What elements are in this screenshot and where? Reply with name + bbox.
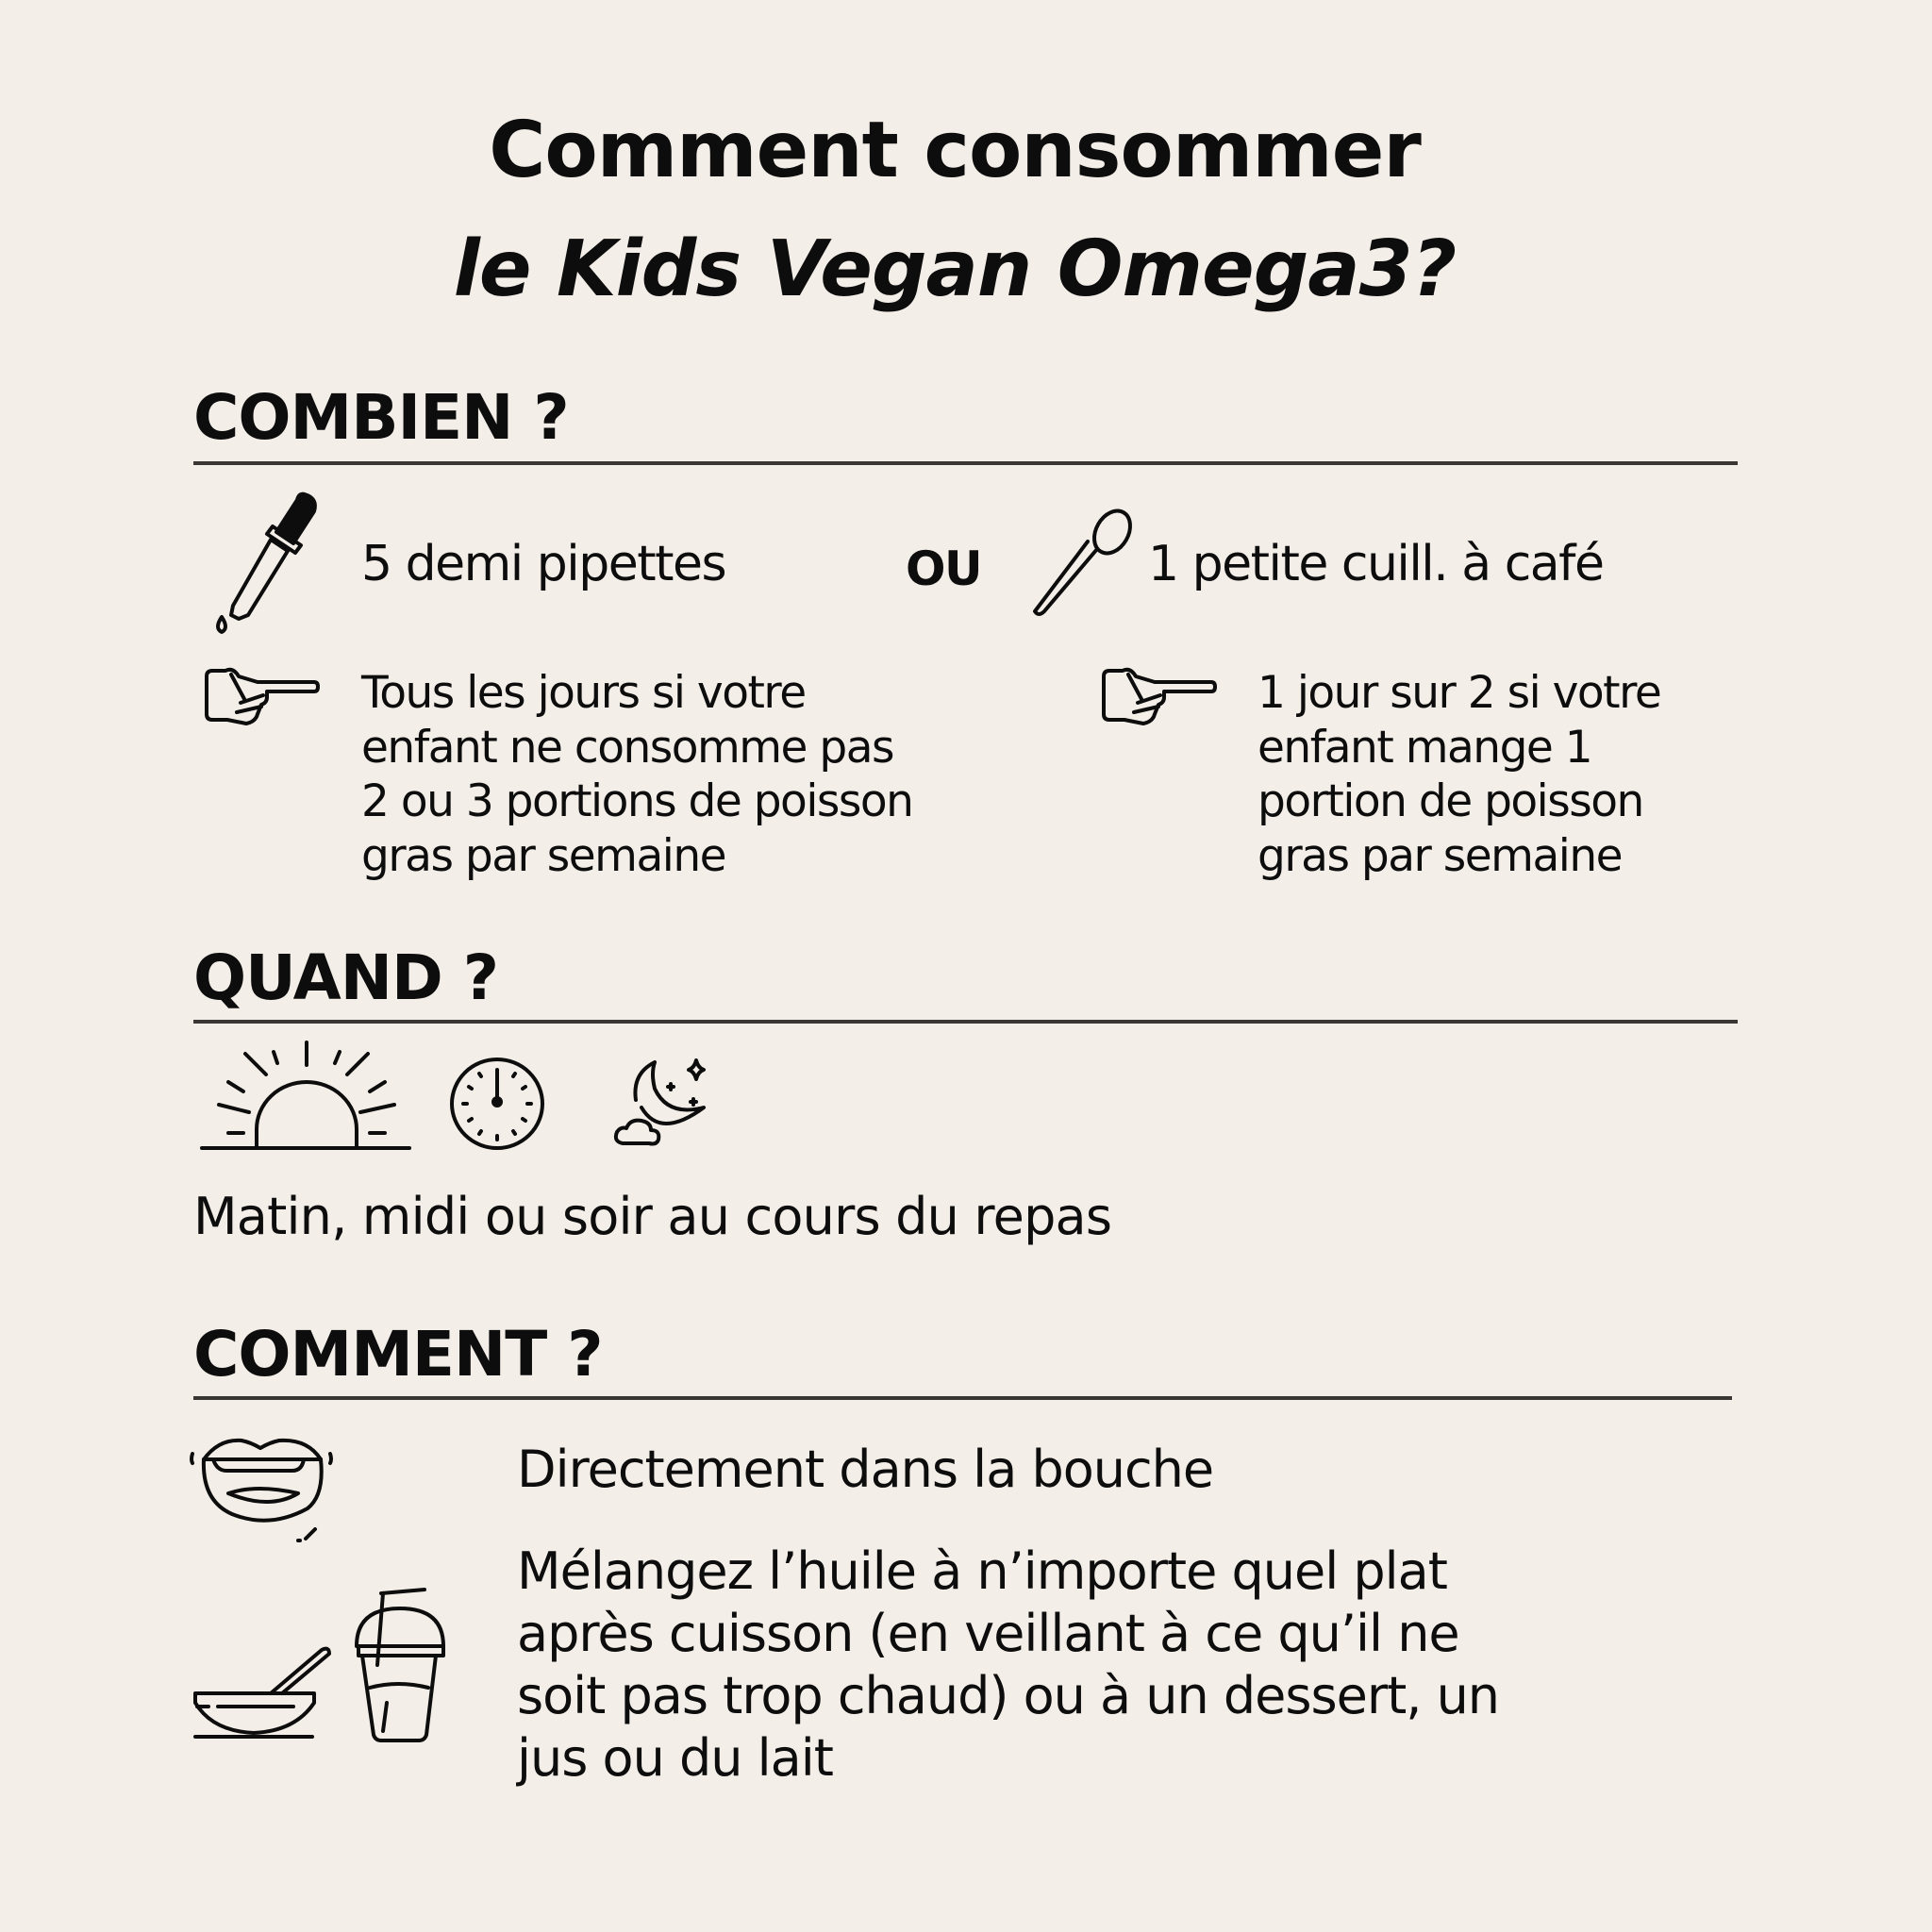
quand-text: Matin, midi ou soir au cours du repas [193, 1187, 1112, 1246]
comment-text-1: Directement dans la bouche [517, 1440, 1214, 1499]
left-note-line: gras par semaine [361, 829, 727, 882]
clock-icon [450, 1058, 544, 1150]
comment-rule [193, 1396, 1732, 1400]
quand-rule [193, 1020, 1738, 1024]
spoon-icon [1033, 508, 1132, 616]
pointing-hand-icon [205, 667, 320, 725]
moon-cloud-icon [613, 1058, 706, 1146]
mouth-icon [190, 1438, 333, 1542]
left-note-line: enfant ne consomme pas [361, 721, 895, 774]
combien-rule [193, 461, 1738, 465]
right-note: 1 jour sur 2 si votre enfant mange 1 por… [1257, 666, 1662, 883]
left-note-line: 2 ou 3 portions de poisson [361, 775, 914, 827]
title-line-2: le Kids Vegan Omega3? [453, 225, 1457, 314]
left-note-line: Tous les jours si votre [361, 667, 807, 719]
comment-heading: COMMENT ? [193, 1318, 604, 1391]
bowl-icon [193, 1646, 331, 1739]
comment-text-2-line: soit pas trop chaud) ou à un dessert, un [517, 1666, 1500, 1725]
right-note-line: portion de poisson [1257, 775, 1644, 827]
or-label: OU [906, 541, 983, 596]
quand-heading: QUAND ? [193, 941, 499, 1014]
comment-text-2-line: Mélangez l’huile à n’importe quel plat [517, 1541, 1448, 1601]
pipette-icon [216, 491, 317, 634]
comment-text-2-line: jus ou du lait [517, 1728, 834, 1788]
comment-text-2: Mélangez l’huile à n’importe quel plat a… [517, 1541, 1500, 1790]
option-pipettes: 5 demi pipettes [361, 536, 727, 592]
right-note-line: gras par semaine [1257, 829, 1624, 882]
sunrise-icon [200, 1041, 411, 1150]
left-note: Tous les jours si votre enfant ne consom… [361, 666, 914, 883]
combien-heading: COMBIEN ? [193, 381, 570, 454]
option-spoon: 1 petite cuill. à café [1148, 536, 1605, 592]
right-note-line: 1 jour sur 2 si votre [1257, 667, 1662, 719]
title-line-1: Comment consommer [489, 106, 1422, 195]
right-note-line: enfant mange 1 [1257, 721, 1593, 774]
pointing-hand-icon [1102, 667, 1217, 725]
comment-text-2-line: après cuisson (en veillant à ce qu’il ne [517, 1604, 1460, 1663]
cup-straw-icon [355, 1588, 445, 1742]
